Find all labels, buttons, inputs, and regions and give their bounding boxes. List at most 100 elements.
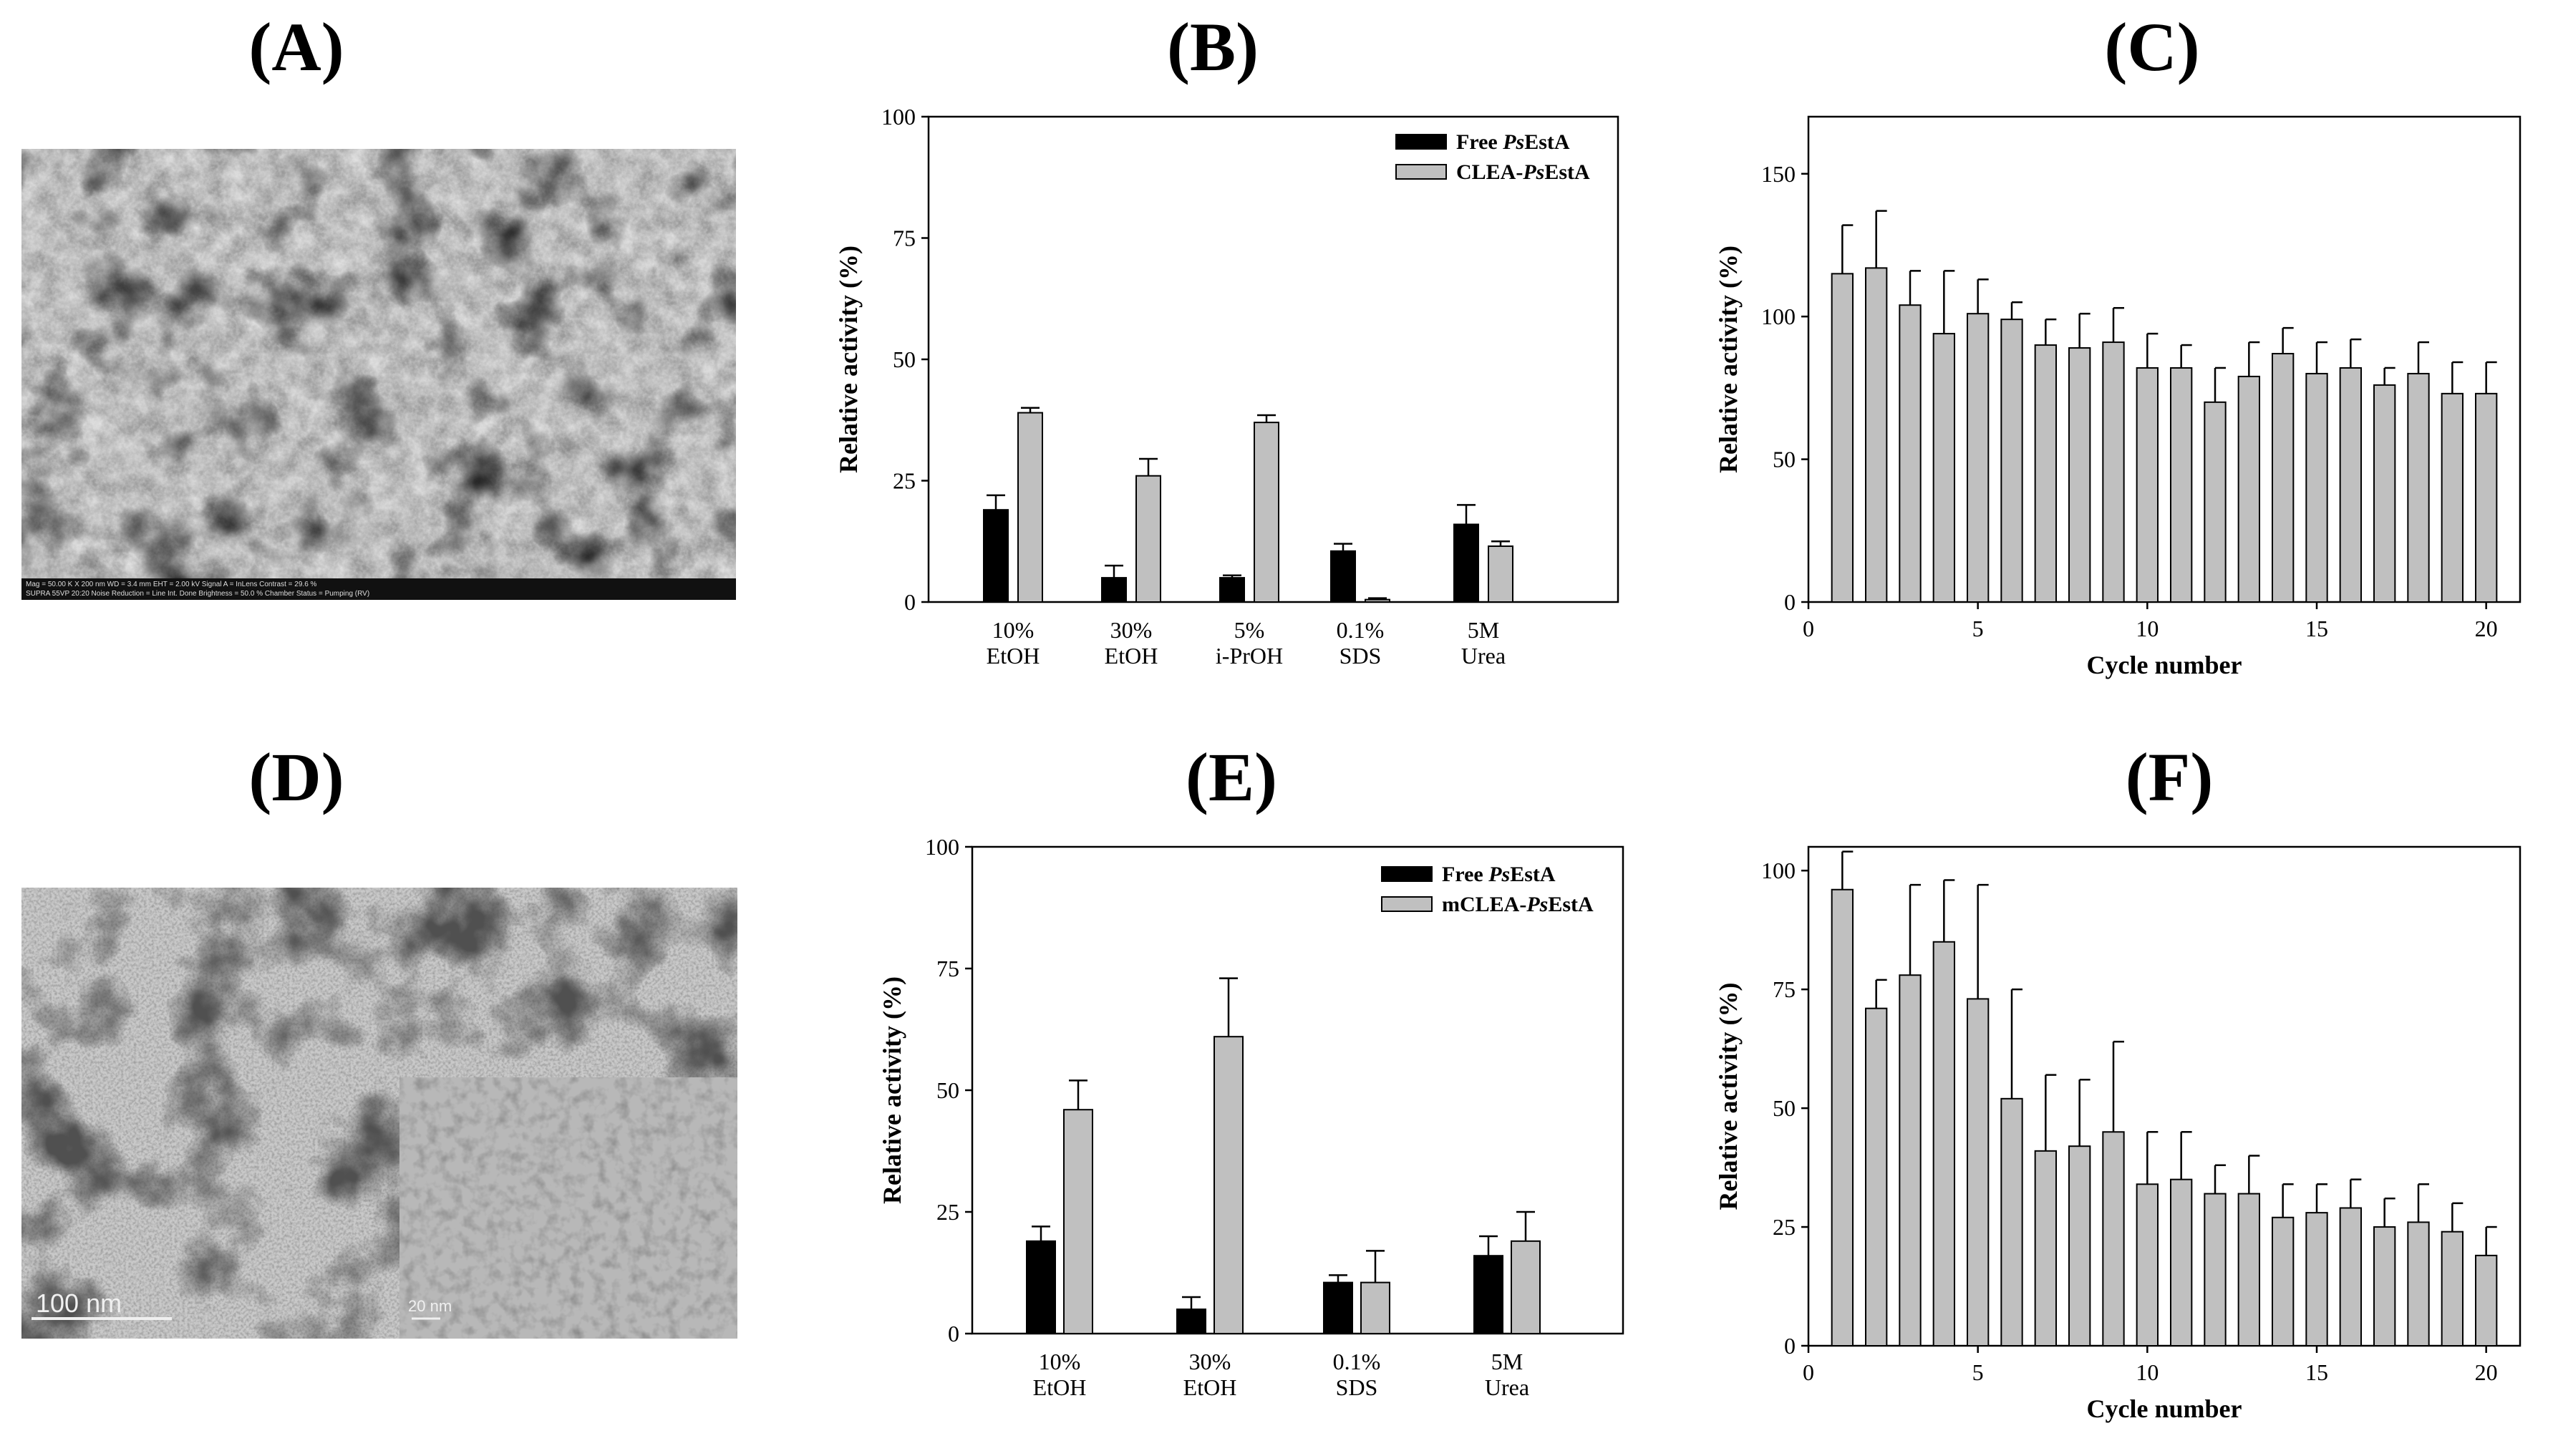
y-tick-label: 0 xyxy=(1784,1333,1796,1359)
bar xyxy=(2102,1131,2125,1347)
bar xyxy=(1453,523,1479,603)
y-tick-label: 100 xyxy=(881,104,916,130)
y-tick-label: 100 xyxy=(1761,304,1796,329)
category-label: EtOH xyxy=(1033,1374,1087,1400)
y-tick-label: 25 xyxy=(893,468,916,494)
legend-label: Free PsEstA xyxy=(1442,863,1556,886)
legend-label: Free PsEstA xyxy=(1456,130,1570,154)
y-tick-label: 25 xyxy=(936,1199,959,1225)
y-tick-label: 75 xyxy=(936,956,959,981)
category-label: Urea xyxy=(1485,1374,1529,1400)
bar xyxy=(2441,392,2464,603)
chart-c: 0 50 100 150 Relative activity (%) 0 5 10 15 20 Cy… xyxy=(1714,115,2521,679)
tem-scale-label: 100 nm xyxy=(36,1288,122,1318)
bar xyxy=(2407,372,2430,603)
bar xyxy=(2237,375,2261,603)
category-label: EtOH xyxy=(987,643,1040,669)
bar xyxy=(2034,344,2058,603)
bar xyxy=(2305,1212,2328,1346)
bar xyxy=(2169,367,2193,603)
legend-swatch xyxy=(1381,896,1433,912)
x-tick-label: 0 xyxy=(1803,1359,1814,1385)
bar xyxy=(1017,412,1043,603)
x-tick-label: 5 xyxy=(1972,1359,1984,1385)
bar xyxy=(1101,577,1127,603)
bar xyxy=(2102,341,2125,603)
tem-texture xyxy=(21,888,737,1339)
panel-label-e: (E) xyxy=(1186,739,1277,815)
bar xyxy=(1219,577,1245,603)
bar xyxy=(2474,1254,2498,1347)
category-label: SDS xyxy=(1340,643,1382,669)
category-label: EtOH xyxy=(1183,1374,1237,1400)
bar xyxy=(1026,1240,1056,1335)
y-tick-label: 50 xyxy=(1773,1095,1796,1121)
category-label: EtOH xyxy=(1105,643,1158,669)
bar xyxy=(2339,1207,2363,1346)
y-tick-label: 75 xyxy=(1773,976,1796,1002)
bar xyxy=(2271,353,2295,603)
bar xyxy=(2169,1178,2193,1346)
plot-frame xyxy=(1807,115,2521,603)
bar xyxy=(1511,1240,1541,1335)
bar xyxy=(1063,1109,1093,1334)
category-label: 0.1% xyxy=(1337,617,1385,643)
bar xyxy=(1899,974,1922,1346)
x-tick-label: 5 xyxy=(1972,616,1984,641)
bar xyxy=(1899,304,1922,603)
bar xyxy=(2136,367,2159,603)
y-tick-label: 0 xyxy=(948,1321,959,1346)
category-label: SDS xyxy=(1336,1374,1378,1400)
sem-footer-line-2: SUPRA 55VP 20:20 Noise Reduction = Line … xyxy=(26,590,370,598)
tem-inset xyxy=(399,1077,737,1339)
y-axis-label: Relative activity (%) xyxy=(878,976,906,1204)
legend-label: mCLEA-PsEstA xyxy=(1442,893,1594,916)
bar xyxy=(2204,1193,2227,1346)
bar xyxy=(2068,347,2091,603)
category-label: 5% xyxy=(1234,617,1265,643)
bar xyxy=(2204,401,2227,603)
legend-swatch xyxy=(1395,134,1447,150)
y-tick-label: 100 xyxy=(1761,858,1796,883)
y-axis-label: Relative activity (%) xyxy=(1714,983,1743,1210)
bar xyxy=(1473,1255,1503,1334)
legend-swatch xyxy=(1381,866,1433,882)
bar xyxy=(1932,333,1956,603)
bar xyxy=(2034,1150,2058,1347)
y-axis-label: Relative activity (%) xyxy=(1714,246,1743,473)
panel-label-c: (C) xyxy=(2104,9,2200,85)
bar xyxy=(1323,1281,1353,1334)
bar xyxy=(2136,1183,2159,1347)
bar xyxy=(2305,372,2328,603)
sem-footer-line-1: Mag = 50.00 K X 200 nm WD = 3.4 mm EHT =… xyxy=(26,581,317,588)
bar xyxy=(1932,941,1956,1347)
bar xyxy=(2000,1097,2023,1347)
panel-label-b: (B) xyxy=(1167,9,1259,85)
y-tick-label: 50 xyxy=(893,346,916,372)
tem-inset-scale-label: 20 nm xyxy=(408,1297,452,1315)
bar xyxy=(2373,1226,2396,1346)
category-label: 10% xyxy=(992,617,1035,643)
bar xyxy=(1254,422,1279,603)
bar xyxy=(1831,888,1854,1346)
y-tick-label: 50 xyxy=(1773,447,1796,472)
bar xyxy=(1488,545,1513,603)
bar xyxy=(1864,1007,1888,1346)
bar xyxy=(2407,1221,2430,1347)
bar xyxy=(1831,273,1854,603)
bar xyxy=(2339,367,2363,603)
sem-micrograph: Mag = 50.00 K X 200 nm WD = 3.4 mm EHT =… xyxy=(21,149,736,600)
x-tick-label: 20 xyxy=(2475,1359,2498,1385)
y-tick-label: 150 xyxy=(1761,161,1796,187)
panel-label-f: (F) xyxy=(2125,739,2214,815)
bar xyxy=(1864,267,1888,603)
y-axis-label: Relative activity (%) xyxy=(834,246,863,473)
bar xyxy=(2373,384,2396,603)
category-label: 5M xyxy=(1491,1349,1523,1374)
x-tick-label: 0 xyxy=(1803,616,1814,641)
legend-swatch xyxy=(1395,164,1447,180)
category-label: i-PrOH xyxy=(1216,643,1283,669)
bar xyxy=(2068,1145,2091,1346)
